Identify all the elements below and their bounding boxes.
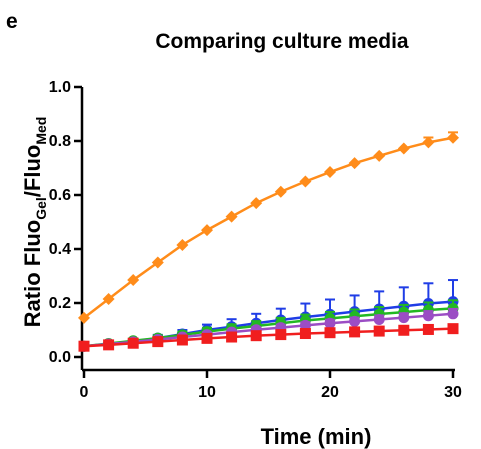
data-point: [349, 315, 361, 327]
data-point: [324, 327, 336, 339]
y-tick-label: 1.0: [49, 79, 71, 96]
data-point: [349, 326, 361, 338]
series-line: [83, 312, 454, 348]
data-point: [348, 157, 361, 170]
data-point: [274, 185, 287, 198]
data-point: [250, 330, 262, 342]
series-0: [78, 131, 459, 324]
data-point: [299, 328, 311, 340]
y-tick-label: 0.2: [49, 295, 71, 312]
y-tick-label: 0.6: [49, 187, 71, 204]
data-point: [78, 340, 90, 352]
series-line: [83, 327, 454, 348]
chart-title: Comparing culture media: [155, 30, 409, 53]
data-point: [422, 323, 434, 335]
data-point: [201, 332, 213, 344]
data-point: [152, 336, 164, 348]
data-point: [103, 339, 115, 351]
data-point: [127, 274, 140, 287]
data-point: [324, 166, 336, 179]
data-point: [373, 313, 385, 325]
data-point: [447, 308, 459, 320]
data-point: [397, 142, 410, 155]
data-point: [176, 238, 189, 251]
data-point: [373, 149, 386, 162]
panel-label: e: [6, 10, 18, 33]
y-axis-label-mid: /Fluo: [20, 145, 45, 198]
series-4: [78, 323, 459, 352]
data-point: [447, 323, 459, 335]
data-point: [299, 175, 312, 188]
x-tick-label: 20: [321, 384, 339, 401]
x-tick-label: 10: [198, 384, 216, 401]
data-point: [398, 324, 410, 336]
data-point: [151, 256, 164, 269]
data-point: [201, 224, 213, 237]
data-point: [226, 331, 238, 343]
data-point: [398, 312, 410, 324]
data-point: [447, 131, 459, 144]
y-axis-label-sub2: Med: [33, 117, 49, 145]
x-ticks: 0 10 20 30: [80, 370, 462, 401]
x-axis-label: Time (min): [261, 424, 372, 449]
data-point: [422, 310, 434, 322]
y-tick-label: 0.8: [49, 133, 71, 150]
x-tick-label: 0: [80, 384, 89, 401]
y-tick-label: 0.4: [49, 241, 71, 258]
y-axis-label: Ratio FluoGel/FluoMed: [20, 117, 49, 328]
data-point: [373, 325, 385, 337]
y-tick-label: 0.0: [49, 349, 71, 366]
data-point: [78, 311, 90, 324]
x-tick-label: 30: [444, 384, 462, 401]
data-point: [102, 292, 115, 305]
series-line: [83, 136, 454, 319]
y-axis-label-main: Ratio Fluo: [20, 220, 45, 328]
data-point: [225, 210, 238, 223]
data-point: [324, 317, 336, 329]
data-point: [422, 136, 435, 149]
data-point: [127, 337, 139, 349]
y-ticks: 0.0 0.2 0.4 0.6 0.8 1.0: [49, 79, 82, 366]
data-point: [176, 334, 188, 346]
data-point: [275, 329, 287, 341]
data-point: [250, 197, 263, 210]
y-axis-label-sub1: Gel: [33, 197, 49, 220]
plot-area: [78, 131, 459, 352]
